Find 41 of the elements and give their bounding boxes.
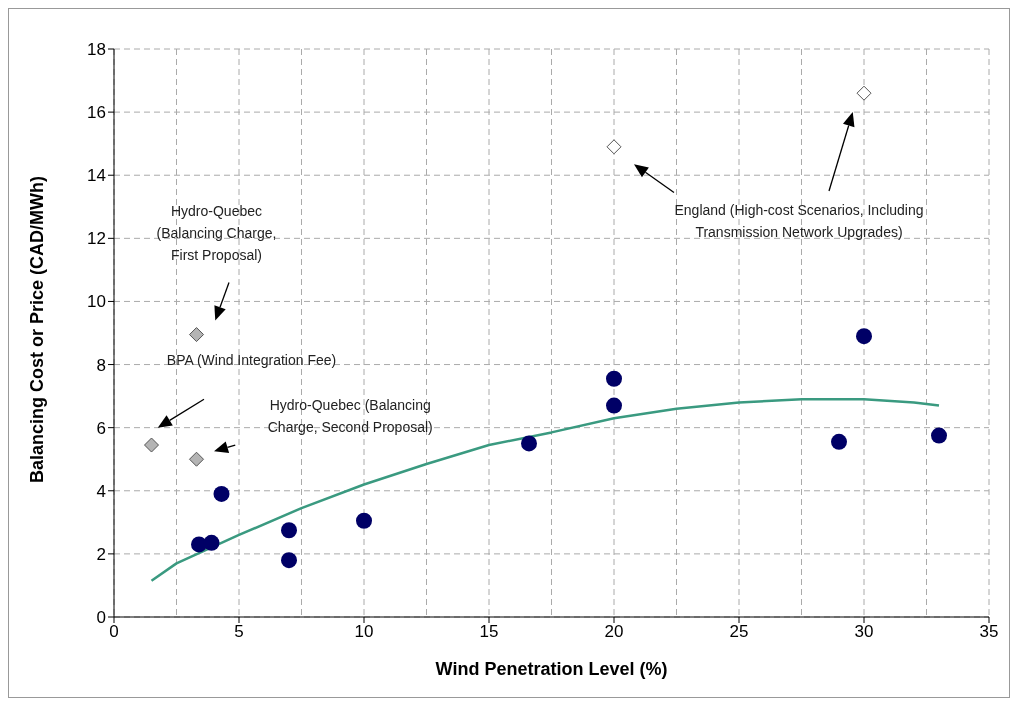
y-tick-label: 2 <box>96 544 106 564</box>
point <box>521 435 537 452</box>
x-tick-label: 10 <box>354 622 374 642</box>
x-tick-label: 35 <box>979 622 999 642</box>
point <box>203 534 220 551</box>
y-tick-label: 0 <box>96 608 106 628</box>
line-series <box>150 398 941 582</box>
y-tick-label: 6 <box>96 418 106 438</box>
y-tick-label: 14 <box>87 166 106 186</box>
x-tick-label: 5 <box>234 622 244 642</box>
y-tick-label: 16 <box>87 103 106 123</box>
point <box>856 328 872 345</box>
annotation: Hydro-Quebec (Balancing Charge, First Proposal) <box>156 203 277 264</box>
y-tick-label: 8 <box>96 355 106 375</box>
point <box>189 451 204 467</box>
annotation: BPA (Wind Integration Fee) <box>166 351 337 368</box>
point <box>213 485 230 502</box>
x-axis-title: Wind Penetration Level (%) <box>435 659 668 679</box>
point <box>831 433 847 450</box>
point <box>189 327 204 343</box>
annotation: England (High-cost Scenarios, Including Transmission Network Upgrades) <box>674 201 924 240</box>
x-tick-label: 15 <box>479 622 499 642</box>
y-tick-label: 4 <box>96 481 106 501</box>
y-tick-label: 18 <box>87 40 106 60</box>
x-tick-label: 20 <box>604 622 624 642</box>
point <box>606 397 622 414</box>
x-tick-label: 30 <box>854 622 874 642</box>
point <box>281 522 297 539</box>
y-tick-label: 10 <box>87 292 106 312</box>
point <box>606 139 622 155</box>
point <box>931 427 947 444</box>
annotation: Hydro-Quebec (Balancing Charge, Second Proposal) <box>267 397 433 436</box>
point <box>281 552 297 569</box>
x-tick-label: 0 <box>109 622 119 642</box>
y-axis-title: Balancing Cost or Price (CAD/MWh) <box>27 175 48 483</box>
point <box>856 85 872 101</box>
y-tick-label: 12 <box>87 229 106 249</box>
point <box>356 512 372 529</box>
point <box>606 370 622 387</box>
x-tick-label: 25 <box>729 622 749 642</box>
point <box>144 437 159 453</box>
